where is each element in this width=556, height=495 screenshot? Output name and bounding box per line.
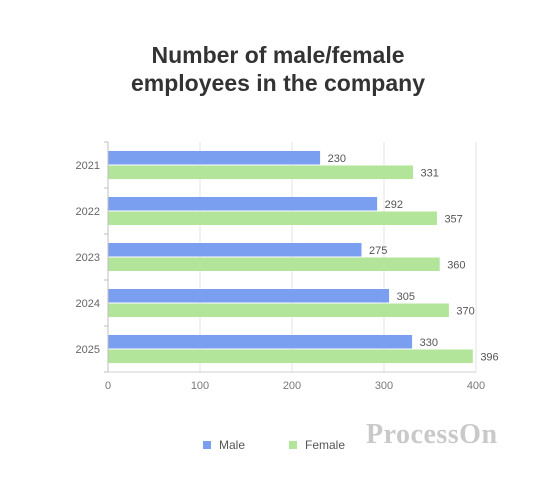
- x-tick-label: 0: [105, 380, 111, 392]
- y-tick-label: 2021: [76, 160, 100, 172]
- legend-item-male[interactable]: Male: [203, 438, 245, 452]
- data-label-male-2023: 275: [369, 245, 387, 257]
- data-label-male-2022: 292: [385, 199, 403, 211]
- legend-label-female: Female: [305, 438, 346, 452]
- data-label-female-2022: 357: [444, 213, 462, 225]
- bar-female-2025: [108, 349, 473, 363]
- legend-item-female[interactable]: Female: [289, 438, 345, 452]
- x-tick-label: 100: [191, 380, 209, 392]
- y-tick-label: 2024: [76, 298, 100, 310]
- chart-title-line-1: Number of male/female: [151, 42, 405, 68]
- bar-male-2025: [108, 335, 413, 349]
- bar-male-2023: [108, 243, 362, 257]
- watermark-logo: ProcessOn: [366, 419, 498, 450]
- bar-male-2024: [108, 289, 390, 303]
- chart-title-line-2: employees in the company: [131, 70, 425, 96]
- bar-female-2021: [108, 165, 414, 179]
- data-label-female-2025: 396: [480, 351, 498, 363]
- y-tick-label: 2023: [76, 252, 100, 264]
- bar-male-2022: [108, 197, 378, 211]
- legend-label-male: Male: [219, 438, 246, 452]
- x-tick-label: 400: [467, 380, 485, 392]
- y-tick-label: 2025: [76, 344, 100, 356]
- bar-female-2024: [108, 303, 449, 317]
- data-label-female-2021: 331: [421, 167, 439, 179]
- data-label-female-2023: 360: [447, 259, 465, 271]
- x-tick-label: 200: [283, 380, 301, 392]
- data-label-male-2025: 330: [420, 337, 438, 349]
- bar-female-2023: [108, 257, 440, 271]
- legend-swatch-female: [289, 441, 297, 449]
- bar-male-2021: [108, 151, 321, 165]
- legend-swatch-male: [203, 441, 211, 449]
- data-label-female-2024: 370: [456, 305, 474, 317]
- data-label-male-2024: 305: [397, 291, 415, 303]
- data-label-male-2021: 230: [328, 153, 346, 165]
- y-tick-label: 2022: [76, 206, 100, 218]
- x-tick-label: 300: [375, 380, 393, 392]
- bar-female-2022: [108, 211, 437, 225]
